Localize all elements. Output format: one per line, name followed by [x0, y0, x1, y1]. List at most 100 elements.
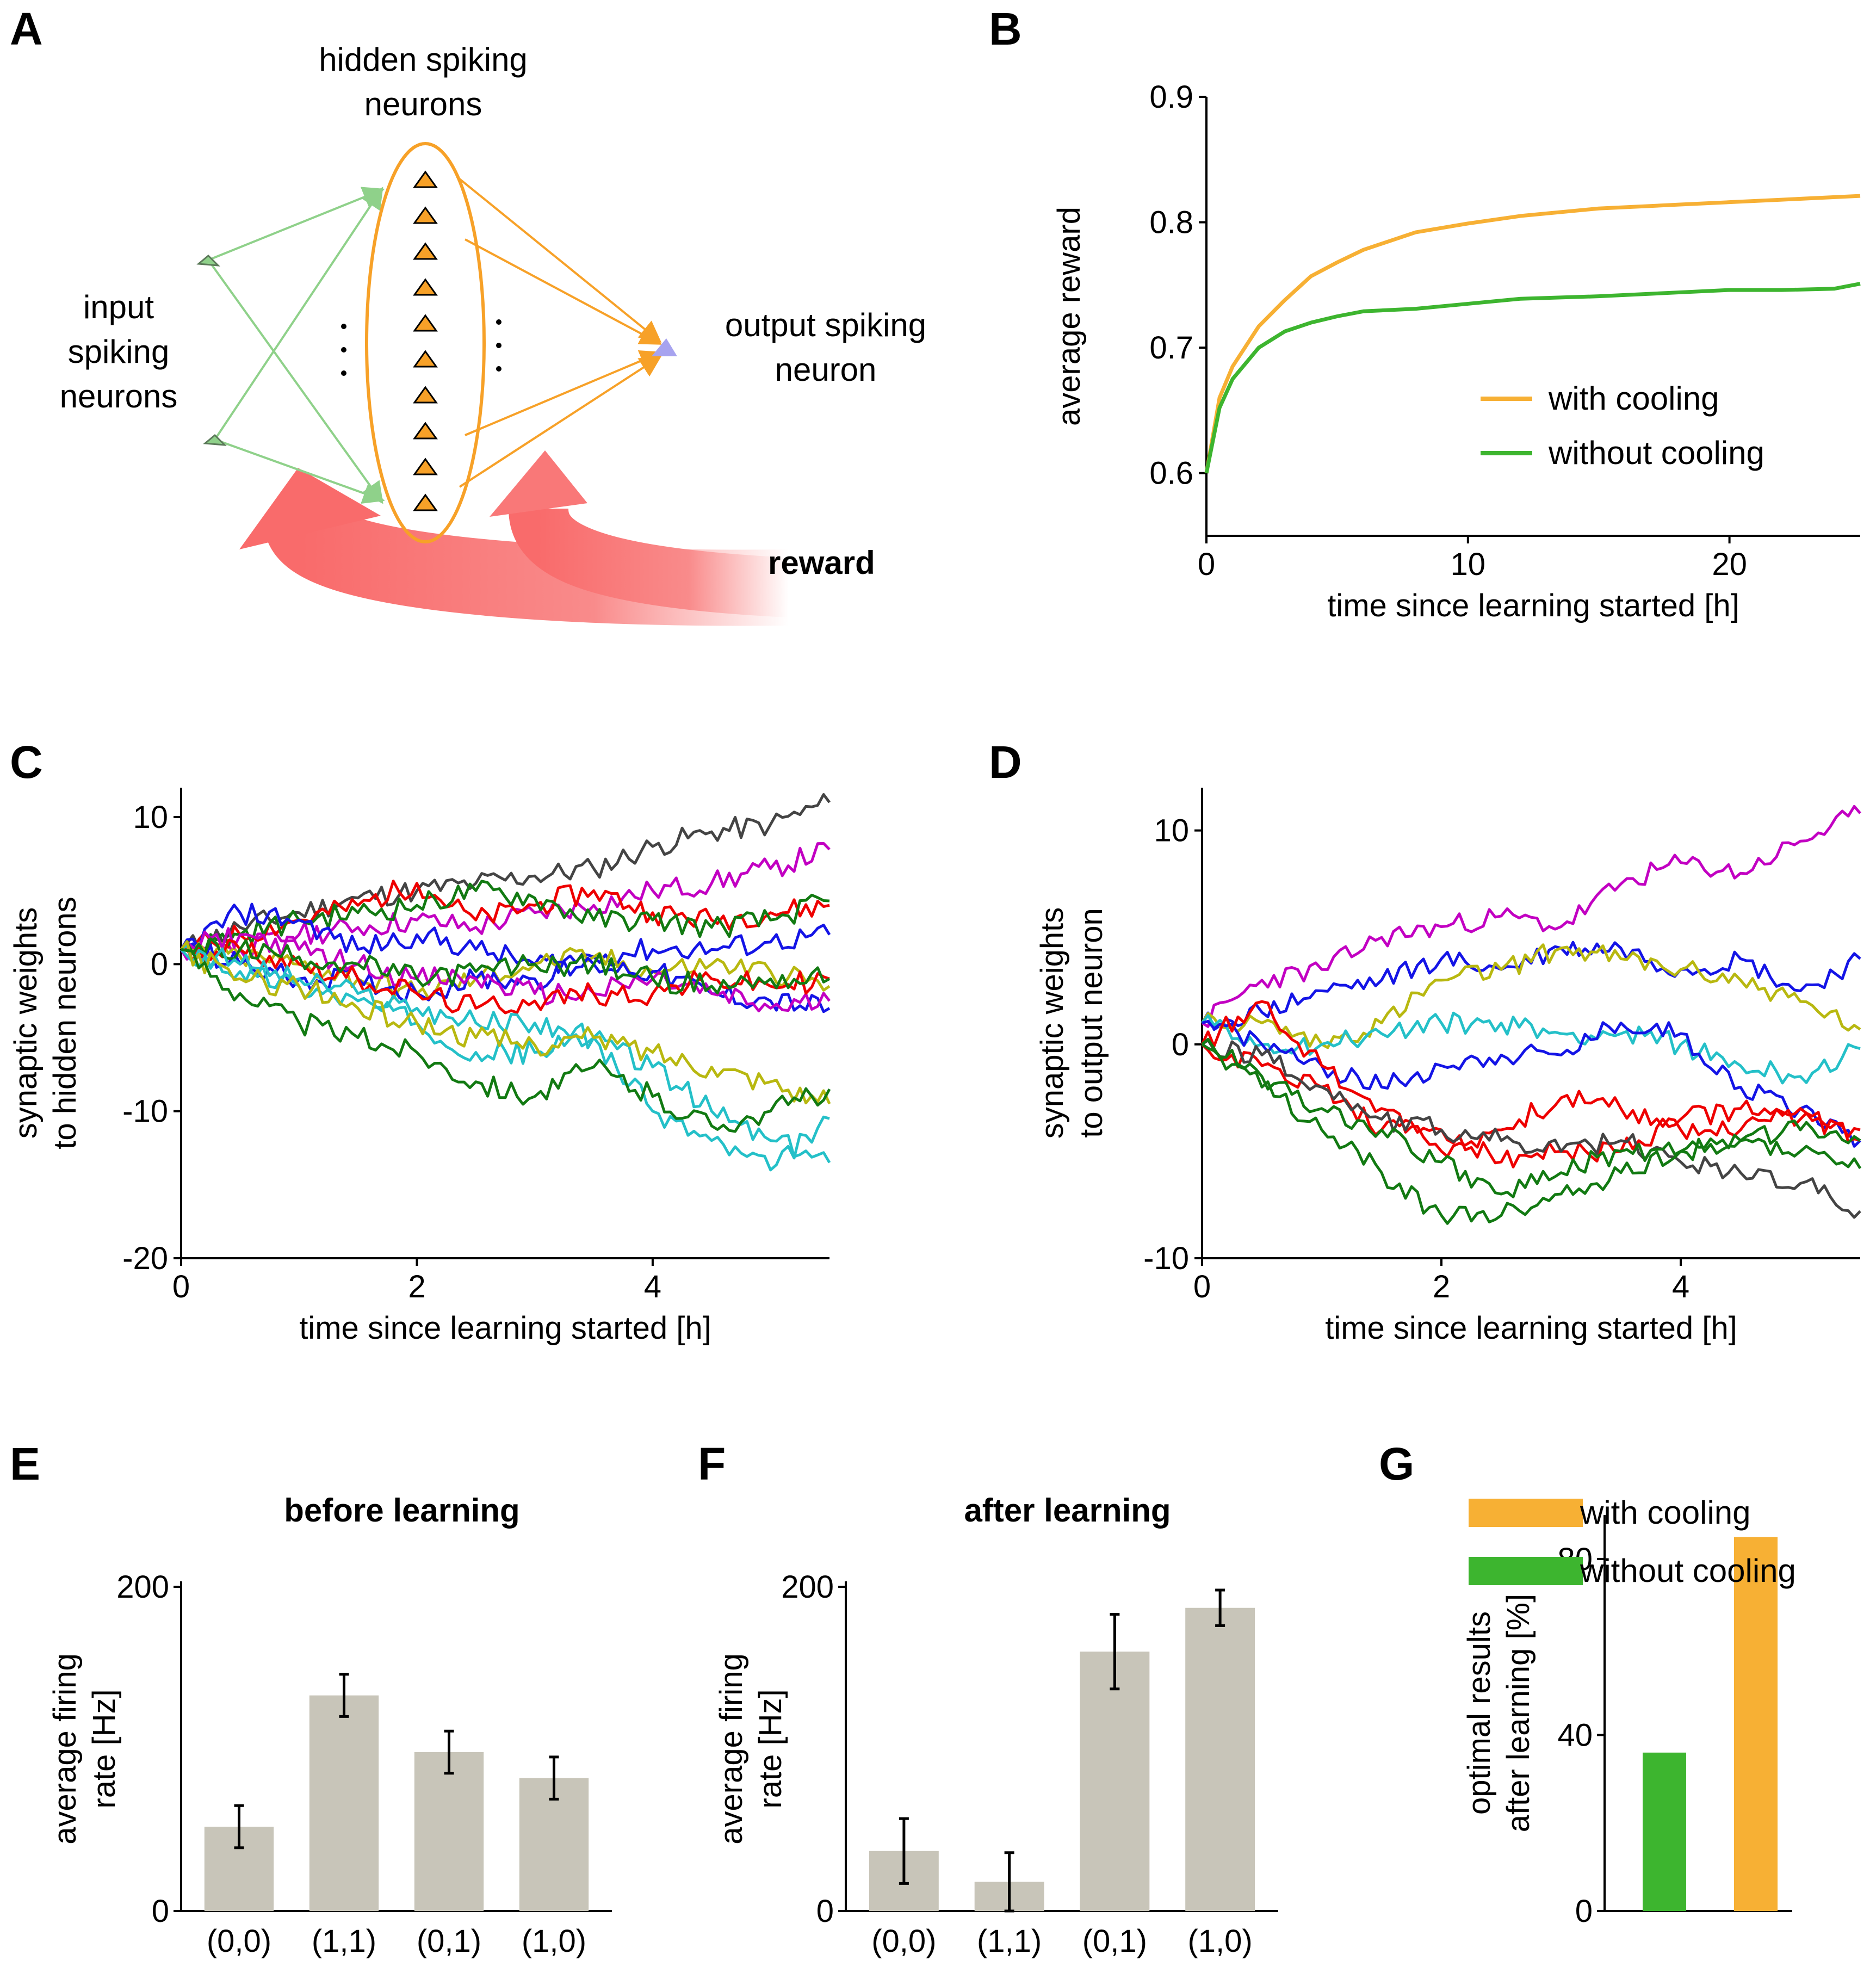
series-line-3	[180, 880, 830, 953]
input-neuron-2	[203, 434, 227, 446]
x-tick-label: 0	[172, 1269, 190, 1304]
panel-letter-f: F	[698, 1438, 726, 1489]
legend-label-2: without cooling	[1548, 435, 1764, 471]
bar-with-cooling	[1734, 1537, 1778, 1911]
series-line-12	[180, 944, 830, 1172]
input-to-hidden-connections	[207, 187, 385, 504]
y-tick-label: 0	[816, 1894, 834, 1929]
y-axis-label-line2: after learning [%]	[1501, 1594, 1536, 1832]
x-tick-label: (1,1)	[977, 1924, 1042, 1959]
series-line-5	[179, 902, 831, 974]
output-neuron	[652, 338, 677, 356]
y-tick-label: 40	[1557, 1717, 1593, 1753]
hidden-neuron	[413, 350, 438, 368]
series-line-10	[180, 937, 831, 995]
y-axis-label-line1: optimal results	[1462, 1611, 1497, 1815]
y-tick-label: 0.8	[1149, 205, 1193, 240]
panel-letter-e: E	[10, 1438, 40, 1489]
chart-b: 0.6 0.7 0.8 0.9 0 10 20 time since learning sta…	[1051, 79, 1861, 623]
bar	[414, 1752, 484, 1911]
series-line-3	[1200, 943, 1861, 1049]
x-tick-label: (0,1)	[1082, 1924, 1147, 1959]
panel-a: A hidden spiking neurons input spiking n…	[10, 3, 926, 626]
y-axis-label-line1: average firing	[714, 1653, 749, 1844]
x-tick-label: 0	[1193, 1269, 1211, 1304]
series-line-4	[181, 880, 830, 954]
hidden-neuron	[413, 242, 438, 260]
x-tick-label: (0,0)	[207, 1924, 271, 1959]
series-line-2	[1204, 282, 1861, 474]
x-tick-label: (1,1)	[312, 1924, 376, 1959]
x-axis-label: time since learning started [h]	[299, 1310, 711, 1346]
panel-letter-b: B	[989, 3, 1022, 54]
series-line-9	[1201, 1037, 1862, 1198]
series-line-7	[1201, 1043, 1861, 1168]
y-tick-label: 0.6	[1149, 456, 1193, 491]
y-tick-label: -10	[122, 1094, 168, 1129]
hidden-layer-ellipse	[365, 142, 486, 543]
hidden-neuron	[413, 493, 438, 511]
legend-label-1: with cooling	[1580, 1494, 1751, 1531]
input-neurons-label-line1: input	[83, 289, 154, 325]
y-axis-label-line1: synaptic weights	[8, 907, 44, 1139]
x-tick-label: 4	[644, 1269, 661, 1304]
bar	[1080, 1652, 1150, 1911]
panel-letter-c: C	[10, 737, 43, 788]
hidden-neuron	[413, 422, 438, 440]
ellipsis-dots	[341, 319, 501, 376]
input-neurons-label-line2: spiking	[68, 333, 170, 370]
y-tick-label: -20	[122, 1241, 168, 1276]
output-neuron-label-line2: neuron	[775, 351, 877, 388]
bar-without-cooling	[1643, 1752, 1686, 1911]
series-line-1	[1204, 194, 1861, 474]
chart-e: 0 200 before learning average firing rate [H…	[47, 1492, 612, 1959]
series-line-2	[179, 842, 831, 961]
bar	[309, 1695, 379, 1911]
series-line-6	[1200, 1000, 1861, 1158]
hidden-to-output-connections	[456, 176, 663, 488]
panel-letter-d: D	[989, 737, 1022, 788]
hidden-neuron	[413, 278, 438, 296]
chart-c: -20 -10 0 10 0 2 4 time since learning started …	[8, 788, 831, 1346]
series-line-10	[1201, 1043, 1861, 1225]
x-tick-label: 0	[1198, 547, 1215, 582]
hidden-neuron	[413, 170, 438, 188]
hidden-neuron	[413, 314, 438, 332]
x-axis-label: time since learning started [h]	[1325, 1310, 1737, 1346]
y-tick-label: 0	[1172, 1027, 1189, 1062]
input-neuron-1	[196, 254, 220, 267]
y-axis-label: average reward	[1051, 207, 1087, 426]
series-line-8	[180, 927, 831, 1013]
x-axis-label: time since learning started [h]	[1327, 588, 1739, 623]
chart-f: 0 200 after learning average firing rate [Hz…	[714, 1492, 1278, 1959]
x-tick-label: (1,0)	[522, 1924, 586, 1959]
panel-f: F 0 200 after learning average firing rate […	[698, 1438, 1278, 1959]
bar	[1185, 1607, 1255, 1911]
y-tick-label: 0.7	[1149, 330, 1193, 366]
panel-e: E 0 200 before learning average firing rate …	[10, 1438, 612, 1959]
chart-title: after learning	[964, 1492, 1171, 1529]
panel-b: B 0.6 0.7 0.8 0.9 0 10 20 time since learning s…	[989, 3, 1861, 623]
hidden-neurons-label-line2: neurons	[364, 86, 482, 122]
input-neurons-label-line3: neurons	[60, 378, 178, 415]
y-axis-label-line2: rate [Hz]	[86, 1689, 122, 1808]
reward-arrows	[239, 450, 790, 626]
legend-swatch-2	[1469, 1557, 1583, 1585]
x-tick-label: 2	[408, 1269, 425, 1304]
reward-arrowhead-left	[239, 468, 381, 549]
y-tick-label: -10	[1143, 1241, 1189, 1276]
x-tick-label: 20	[1712, 547, 1747, 582]
series-line-1	[1201, 805, 1861, 1028]
hidden-neuron	[413, 206, 438, 224]
y-tick-label: 0	[151, 947, 168, 982]
y-axis-label-line2: rate [Hz]	[753, 1689, 788, 1808]
y-axis-label-line1: average firing	[47, 1653, 83, 1844]
series-line-6	[181, 942, 831, 1000]
series-line-2	[1200, 941, 1861, 1031]
x-tick-label: (0,1)	[417, 1924, 481, 1959]
series-line-4	[1201, 1011, 1861, 1085]
legend-label-2: without cooling	[1580, 1553, 1796, 1589]
